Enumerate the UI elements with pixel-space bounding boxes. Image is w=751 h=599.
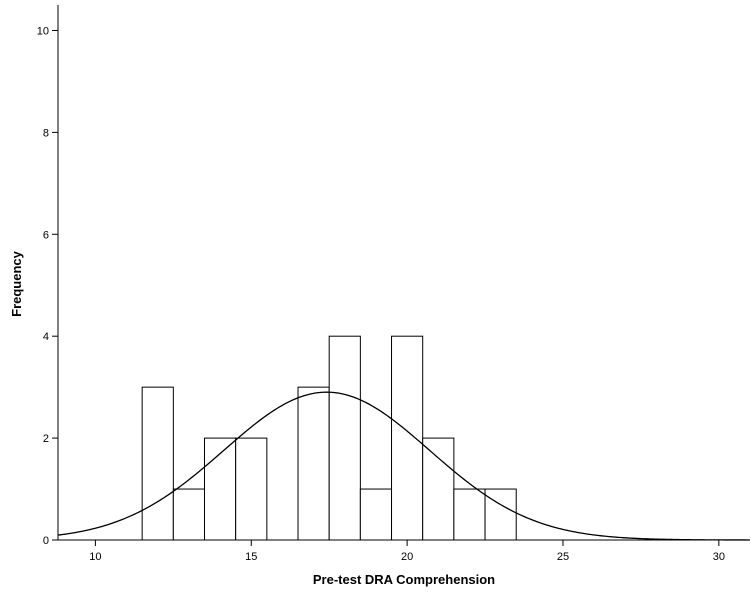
histogram-bar — [359, 488, 393, 541]
histogram-bar — [172, 488, 206, 541]
histogram-bar — [328, 335, 361, 541]
histogram-bar — [235, 437, 268, 541]
y-tick-label: 0 — [43, 535, 49, 547]
histogram-bar — [453, 488, 486, 541]
x-tick-label: 10 — [89, 551, 101, 563]
y-axis-title: Frequency — [9, 250, 24, 317]
x-tick-label: 20 — [401, 551, 413, 563]
y-tick-label: 8 — [43, 127, 49, 139]
y-tick-label: 4 — [43, 331, 49, 343]
y-tick-label: 2 — [43, 433, 49, 445]
histogram-bar — [204, 437, 237, 541]
histogram-bar — [391, 335, 424, 541]
y-tick-label: 10 — [37, 25, 49, 37]
y-tick-label: 6 — [43, 229, 49, 241]
x-tick-label: 25 — [557, 551, 569, 563]
x-axis-title: Pre-test DRA Comprehension — [313, 572, 495, 587]
histogram-bar — [297, 386, 330, 541]
histogram-bars — [141, 335, 517, 541]
histogram-bar — [484, 488, 517, 541]
y-axis-ticks: 0 2 4 6 8 10 — [37, 25, 58, 547]
normal-curve — [57, 391, 750, 541]
x-tick-label: 30 — [713, 551, 725, 563]
x-tick-label: 15 — [245, 551, 257, 563]
histogram-bar — [141, 386, 174, 541]
x-axis-ticks: 10 15 20 25 30 — [89, 540, 725, 563]
histogram-bar — [422, 437, 455, 541]
